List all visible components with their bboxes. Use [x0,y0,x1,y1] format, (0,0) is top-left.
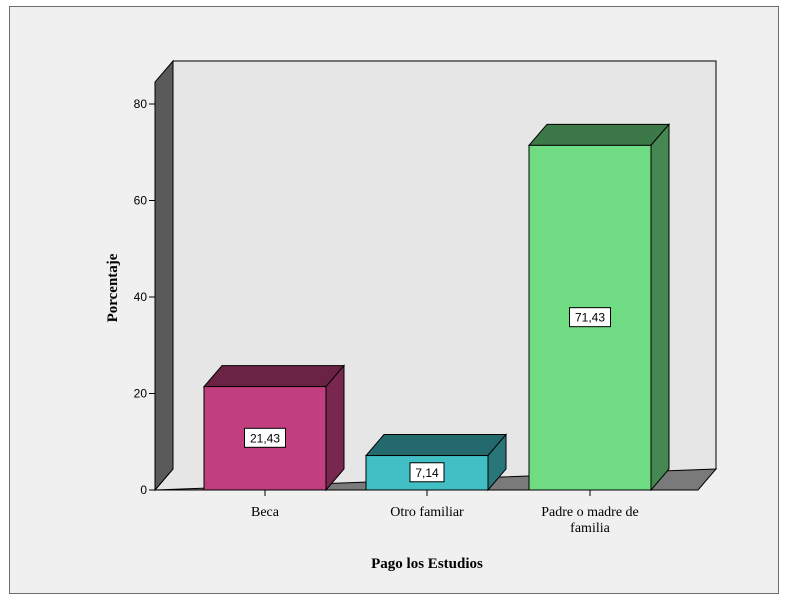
bars: 21,43 7,14 71,43 [202,122,671,492]
y-tick-label: 0 [140,483,147,497]
x-tick-label-line: Otro familiar [390,505,464,520]
x-tick-label-line: familia [570,521,610,536]
bar-side [325,364,345,492]
x-axis-tick-labels: Beca Otro familiar Padre o madre de familia [251,490,639,536]
data-label-box [569,307,611,328]
bar-2: 71,43 [527,122,671,492]
x-tick-label: Padre o madre de familia [541,505,639,536]
bar-0: 21,43 [202,364,346,492]
bar-side [650,122,670,492]
y-tick-label: 80 [134,97,148,111]
x-tick-label: Otro familiar [390,505,464,520]
x-tick-label: Beca [251,505,280,520]
data-label: 7,14 [415,466,439,480]
x-axis-title: Pago los Estudios [371,556,483,572]
bar-top [527,123,671,146]
bar-top [364,434,508,457]
x-tick-label-line: Beca [251,505,280,520]
bar-top [202,365,346,388]
bar-1: 7,14 [364,433,508,492]
data-label-box [409,462,445,483]
data-label-box [244,427,286,448]
y-axis-title: Porcentaje [105,253,121,322]
data-label: 21,43 [250,431,280,445]
data-label: 71,43 [575,311,605,325]
side-wall-panel [154,59,174,492]
x-tick-label-line: Padre o madre de [541,505,639,520]
y-tick-label: 20 [134,387,148,401]
y-axis: 0 20 40 60 80 [134,97,155,497]
y-tick-label: 40 [134,290,148,304]
y-tick-label: 60 [134,194,148,208]
